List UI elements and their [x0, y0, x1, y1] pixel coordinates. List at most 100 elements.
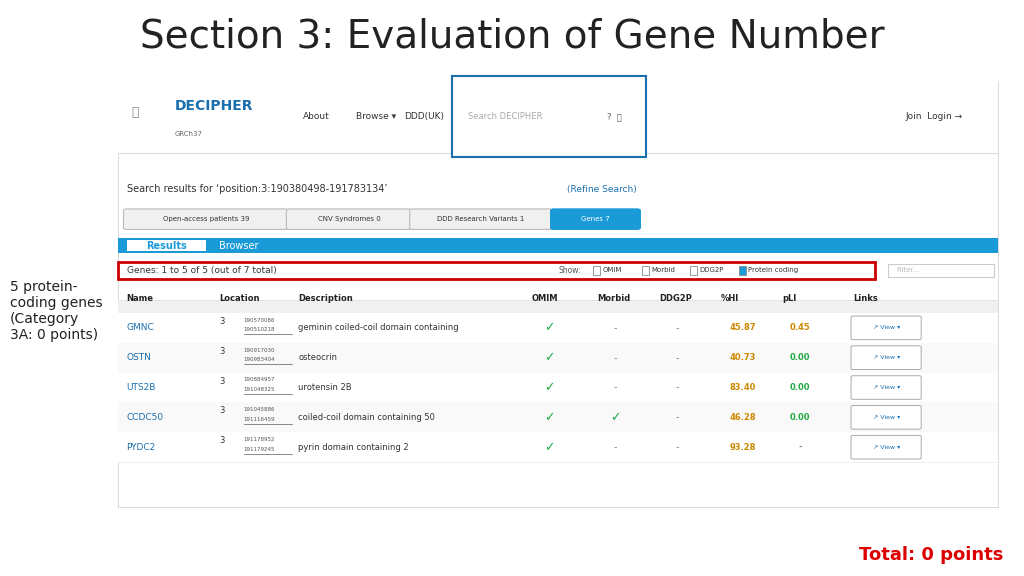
Text: Browser: Browser — [219, 241, 258, 251]
Text: -: - — [613, 323, 617, 333]
Bar — [118, 262, 876, 279]
Text: Section 3: Evaluation of Gene Number: Section 3: Evaluation of Gene Number — [139, 17, 885, 55]
FancyBboxPatch shape — [593, 266, 600, 275]
Text: ↗ View ▾: ↗ View ▾ — [872, 385, 900, 390]
Text: Browse ▾: Browse ▾ — [355, 112, 395, 122]
Bar — [888, 264, 994, 276]
Text: CCDC50: CCDC50 — [127, 413, 164, 422]
FancyBboxPatch shape — [551, 209, 640, 229]
Text: 0.00: 0.00 — [790, 353, 811, 362]
Text: -: - — [675, 382, 679, 392]
Text: %HI: %HI — [721, 294, 739, 302]
Text: coiled-coil domain containing 50: coiled-coil domain containing 50 — [298, 413, 435, 422]
Text: GRCh37: GRCh37 — [175, 131, 203, 137]
Text: Search results for ‘position:3:190380498-191783134’: Search results for ‘position:3:190380498… — [127, 184, 387, 194]
Text: 45.87: 45.87 — [730, 323, 757, 332]
Bar — [118, 403, 998, 432]
Text: 5 protein-
coding genes
(Category
3A: 0 points): 5 protein- coding genes (Category 3A: 0 … — [10, 280, 102, 342]
Text: DDG2P: DDG2P — [699, 267, 724, 274]
FancyBboxPatch shape — [690, 266, 697, 275]
Text: Join  Login →: Join Login → — [906, 112, 963, 122]
Text: ✓: ✓ — [544, 381, 555, 394]
Bar — [118, 432, 998, 462]
Text: 191179245: 191179245 — [244, 447, 275, 452]
Text: 191116459: 191116459 — [244, 417, 275, 422]
Text: (Refine Search): (Refine Search) — [567, 185, 637, 194]
FancyBboxPatch shape — [851, 346, 922, 370]
Bar — [453, 77, 646, 157]
Text: -: - — [799, 443, 802, 452]
Text: Description: Description — [298, 294, 353, 302]
Text: ✓: ✓ — [610, 411, 621, 424]
Text: 3: 3 — [219, 407, 224, 415]
Text: 190917030: 190917030 — [244, 347, 275, 353]
Text: 3: 3 — [219, 436, 224, 445]
Text: About: About — [303, 112, 330, 122]
FancyBboxPatch shape — [642, 266, 649, 275]
Text: 83.40: 83.40 — [730, 383, 756, 392]
Text: geminin coiled-coil domain containing: geminin coiled-coil domain containing — [298, 323, 459, 332]
Text: 190983404: 190983404 — [244, 357, 275, 362]
Text: ✓: ✓ — [544, 411, 555, 424]
Bar — [118, 81, 998, 153]
FancyBboxPatch shape — [851, 316, 922, 340]
Bar — [118, 313, 998, 343]
Text: Filter...: Filter... — [897, 267, 921, 274]
Text: OSTN: OSTN — [127, 353, 152, 362]
FancyBboxPatch shape — [738, 266, 745, 275]
FancyBboxPatch shape — [124, 209, 288, 229]
Text: pyrin domain containing 2: pyrin domain containing 2 — [298, 443, 409, 452]
Text: PYDC2: PYDC2 — [127, 443, 156, 452]
Text: urotensin 2B: urotensin 2B — [298, 383, 352, 392]
Text: ↗ View ▾: ↗ View ▾ — [872, 415, 900, 420]
Text: ↗ View ▾: ↗ View ▾ — [872, 355, 900, 360]
Text: 40.73: 40.73 — [730, 353, 756, 362]
Text: Location: Location — [219, 294, 259, 302]
Text: ✓: ✓ — [544, 321, 555, 334]
Text: 190570086: 190570086 — [244, 318, 275, 323]
Text: ✓: ✓ — [544, 441, 555, 454]
Text: -: - — [613, 442, 617, 452]
FancyBboxPatch shape — [851, 376, 922, 399]
Text: -: - — [613, 382, 617, 392]
Bar — [118, 300, 998, 313]
Text: -: - — [675, 412, 679, 422]
Text: UTS2B: UTS2B — [127, 383, 156, 392]
Text: Protein coding: Protein coding — [749, 267, 799, 274]
Text: DDD Research Variants 1: DDD Research Variants 1 — [437, 216, 524, 222]
Bar — [118, 81, 998, 507]
Text: DDD(UK): DDD(UK) — [403, 112, 444, 122]
Bar — [127, 241, 206, 251]
Text: Total: 0 points: Total: 0 points — [859, 547, 1004, 564]
Text: Morbid: Morbid — [598, 294, 631, 302]
Bar — [118, 373, 998, 403]
Text: Show:: Show: — [558, 266, 581, 275]
Text: 0.00: 0.00 — [790, 413, 811, 422]
Text: ✓: ✓ — [544, 351, 555, 364]
Text: Morbid: Morbid — [651, 267, 675, 274]
Text: ?  ⌕: ? ⌕ — [607, 112, 623, 122]
Text: 191045886: 191045886 — [244, 407, 275, 412]
Text: Open-access patients 39: Open-access patients 39 — [163, 216, 249, 222]
Text: 0.45: 0.45 — [790, 323, 811, 332]
Text: Links: Links — [853, 294, 878, 302]
Text: OMIM: OMIM — [603, 267, 623, 274]
Text: ↗ View ▾: ↗ View ▾ — [872, 325, 900, 331]
Text: 46.28: 46.28 — [730, 413, 757, 422]
Text: Genes: 1 to 5 of 5 (out of 7 total): Genes: 1 to 5 of 5 (out of 7 total) — [127, 266, 276, 275]
Text: 191178952: 191178952 — [244, 437, 275, 442]
FancyBboxPatch shape — [851, 406, 922, 429]
Text: pLI: pLI — [782, 294, 797, 302]
Text: 190884957: 190884957 — [244, 377, 275, 382]
Text: 190510218: 190510218 — [244, 328, 275, 332]
Text: ↗ View ▾: ↗ View ▾ — [872, 445, 900, 450]
Text: Search DECIPHER: Search DECIPHER — [468, 112, 543, 122]
Text: 3: 3 — [219, 347, 224, 356]
Text: -: - — [675, 442, 679, 452]
Text: 🐦: 🐦 — [131, 106, 138, 119]
Text: CNV Syndromes 0: CNV Syndromes 0 — [317, 216, 380, 222]
Text: 191048325: 191048325 — [244, 387, 275, 392]
Text: 93.28: 93.28 — [730, 443, 756, 452]
Text: Results: Results — [145, 241, 186, 251]
FancyBboxPatch shape — [287, 209, 412, 229]
